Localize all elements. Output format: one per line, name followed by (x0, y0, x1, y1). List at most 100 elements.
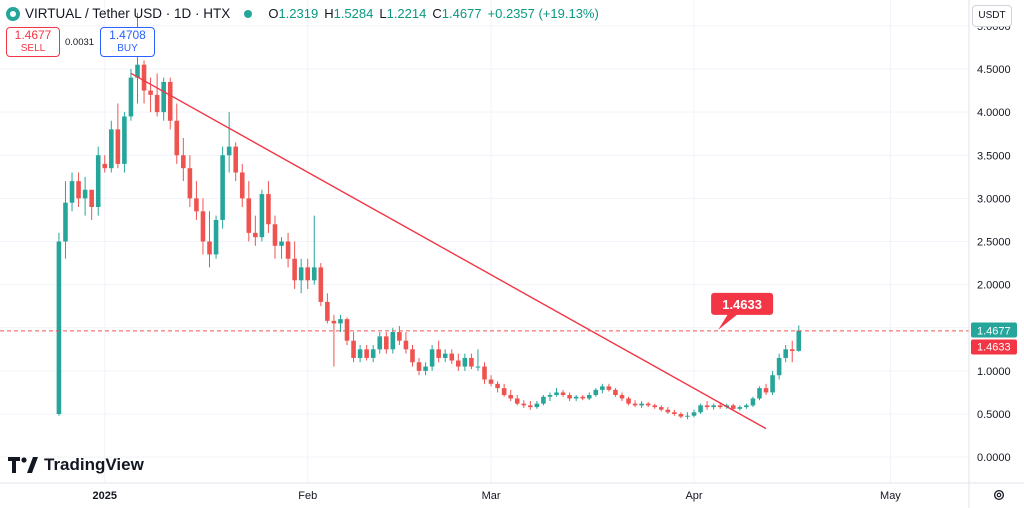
candle (194, 181, 199, 220)
candle-body (711, 405, 716, 408)
candle (672, 409, 677, 416)
candle (174, 103, 180, 164)
candle-body (456, 360, 461, 367)
candle-body (567, 395, 572, 399)
candle (370, 345, 376, 363)
candle-body (102, 163, 108, 169)
time-axis[interactable]: 2025 Feb Mar Apr May (93, 490, 902, 502)
candle (521, 400, 527, 408)
candle (704, 401, 710, 410)
symbol-title[interactable]: VIRTUAL / Tether USD · 1D · HTX (25, 6, 231, 21)
candle (200, 198, 206, 255)
candle-body (770, 375, 775, 393)
candle-body (547, 395, 553, 397)
candle (56, 232, 62, 416)
candle-body (115, 129, 121, 164)
candle-body (600, 386, 605, 390)
price-tick-label: 3.0000 (977, 193, 1011, 205)
candle-body (383, 336, 389, 350)
candle-body (266, 194, 271, 225)
candle (508, 389, 513, 402)
tradingview-logo[interactable]: TradingView (8, 455, 144, 475)
candle (685, 412, 690, 420)
candle (298, 258, 304, 294)
candle-body (442, 353, 448, 358)
candle-body (233, 146, 238, 173)
candle-body (207, 241, 212, 255)
candle-body (213, 219, 219, 255)
low-value: 1.2214 (386, 6, 427, 21)
candle (757, 386, 762, 401)
sell-button[interactable]: 1.4677 SELL (6, 27, 60, 57)
candle (600, 383, 605, 394)
candle (213, 215, 219, 259)
candle (122, 112, 127, 173)
candle (89, 189, 94, 220)
candle-body (469, 357, 474, 367)
time-tick-label: May (880, 490, 901, 502)
sell-price: 1.4677 (14, 28, 52, 42)
candle-body (776, 357, 782, 376)
candle (115, 103, 121, 169)
candle (325, 293, 330, 324)
price-tick-label: 1.0000 (977, 366, 1011, 378)
candle-body (194, 198, 199, 212)
candle (102, 155, 108, 173)
gear-icon[interactable] (992, 488, 1006, 502)
low-key: L (379, 6, 387, 21)
candle-body (410, 349, 415, 363)
candle-body (429, 349, 435, 367)
candle (554, 388, 559, 397)
candle-body (685, 415, 690, 417)
candle-body (586, 395, 592, 399)
candle (377, 332, 383, 354)
candle (351, 332, 356, 363)
tradingview-logo-text: TradingView (44, 455, 144, 474)
candle (344, 317, 350, 345)
candle (613, 388, 618, 397)
candle (475, 349, 481, 371)
candle-body (796, 330, 802, 351)
candle-body (167, 81, 173, 121)
candle (403, 332, 409, 354)
price-tick-label: 0.0000 (977, 452, 1011, 464)
price-callout[interactable]: 1.4633 (711, 292, 774, 330)
candle-body (750, 398, 756, 406)
candle (658, 405, 664, 412)
candle (744, 403, 749, 409)
price-tick-label: 0.5000 (977, 409, 1011, 421)
buy-button[interactable]: 1.4708 BUY (100, 27, 155, 57)
buy-label: BUY (117, 43, 138, 54)
candle-body (737, 407, 743, 409)
time-tick-label: Feb (298, 490, 317, 502)
candle (364, 345, 369, 361)
price-tick-label: 4.0000 (977, 107, 1011, 119)
candle-body (272, 224, 278, 246)
candle (154, 73, 160, 117)
candle (534, 401, 540, 409)
trend-line[interactable] (130, 72, 767, 430)
close-key: C (432, 6, 442, 21)
price-axis[interactable]: 5.00004.50004.00003.50003.00002.50002.00… (977, 21, 1011, 464)
candle-body (534, 403, 540, 408)
price-tick-label: 2.0000 (977, 280, 1011, 292)
candle (469, 353, 474, 370)
candle-body (69, 181, 75, 203)
candle (383, 332, 389, 354)
candle (691, 409, 697, 418)
change-value: +0.2357 (+19.13%) (487, 6, 599, 21)
candle (456, 353, 461, 371)
high-key: H (324, 6, 334, 21)
candle-body (763, 388, 769, 393)
time-tick-label: 2025 (93, 490, 117, 502)
candle-body (344, 319, 350, 341)
candle (423, 362, 428, 376)
candle (318, 263, 324, 307)
price-tick-label: 4.5000 (977, 64, 1011, 76)
candle (573, 395, 579, 402)
currency-button[interactable]: USDT (972, 5, 1012, 27)
candle (442, 349, 448, 363)
candle-body (128, 77, 134, 117)
candle (567, 392, 572, 402)
